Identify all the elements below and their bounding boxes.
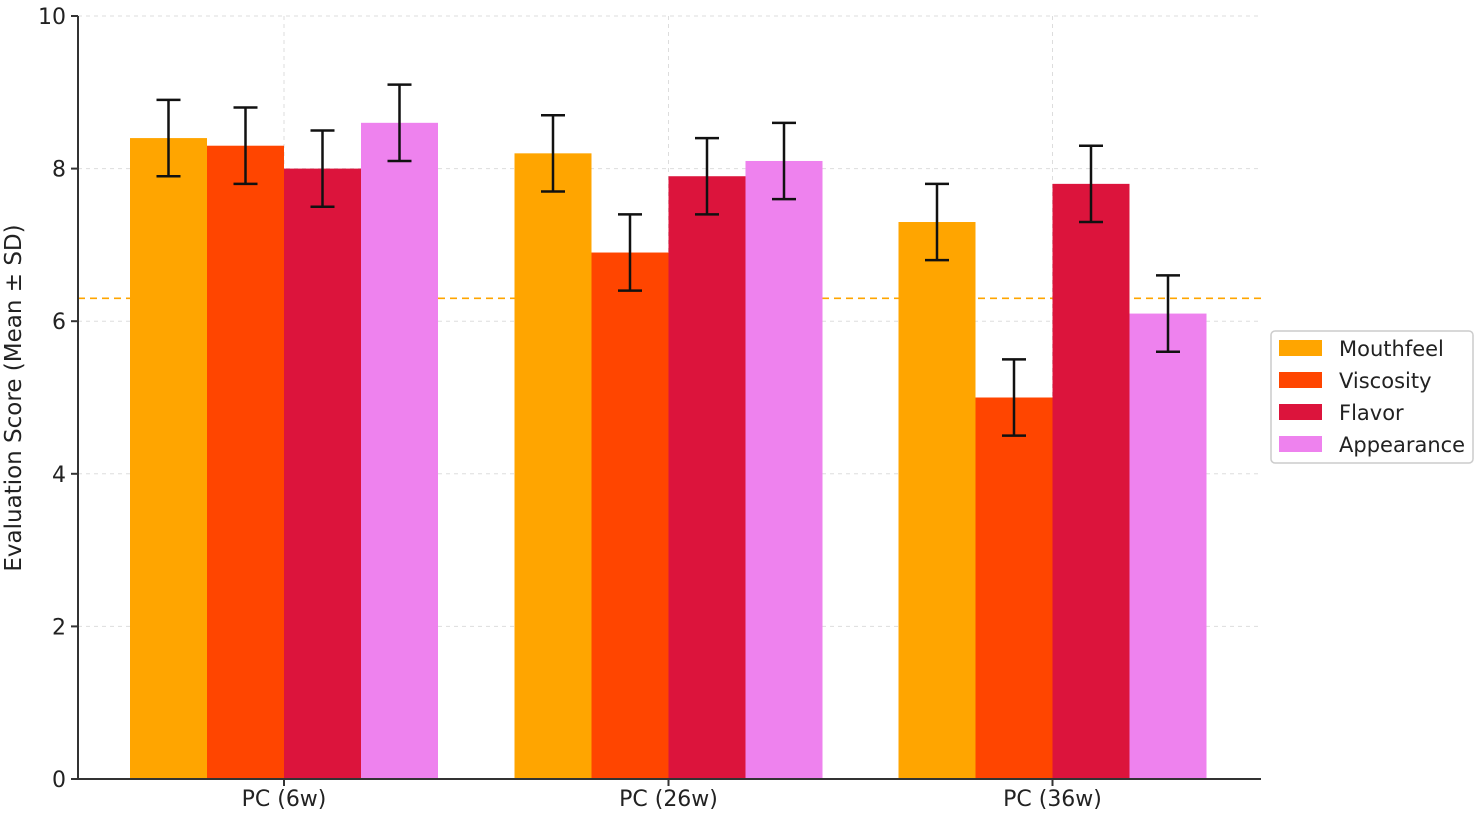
- legend-label: Mouthfeel: [1339, 337, 1444, 361]
- x-tick-label: PC (36w): [1003, 787, 1102, 812]
- legend-label: Flavor: [1339, 401, 1404, 425]
- y-tick-label: 6: [52, 310, 66, 335]
- legend-swatch: [1279, 404, 1322, 420]
- bar: [975, 397, 1053, 779]
- legend-swatch: [1279, 340, 1322, 356]
- legend-label: Viscosity: [1339, 369, 1432, 393]
- bar: [591, 252, 669, 779]
- y-tick-label: 8: [52, 158, 66, 183]
- bar: [130, 138, 207, 779]
- x-tick-label: PC (26w): [619, 787, 718, 812]
- bar: [361, 122, 438, 779]
- bar: [745, 160, 823, 780]
- error-bars: [156, 83, 1180, 437]
- bar: [1129, 313, 1207, 779]
- legend-label: Appearance: [1339, 433, 1465, 457]
- bar: [284, 168, 361, 780]
- legend: Mouthfeel Viscosity Flavor Appearance: [1270, 330, 1474, 464]
- y-tick-label: 2: [52, 615, 66, 640]
- bar: [668, 176, 746, 780]
- y-tick-label: 10: [38, 5, 66, 30]
- y-tick-label: 0: [52, 768, 66, 793]
- bar: [207, 145, 284, 779]
- legend-box: [1270, 330, 1474, 464]
- bar: [898, 222, 976, 779]
- y-axis-title: Evaluation Score (Mean ± SD): [1, 224, 27, 571]
- bars: [130, 122, 1207, 780]
- x-tick-label: PC (6w): [242, 787, 327, 812]
- bar: [514, 153, 592, 780]
- x-ticks: PC (6w) PC (26w) PC (36w): [242, 779, 1102, 812]
- legend-swatch: [1279, 372, 1322, 388]
- bar: [1052, 183, 1130, 780]
- y-tick-label: 4: [52, 463, 66, 488]
- legend-swatch: [1279, 436, 1322, 452]
- y-ticks: 0 2 4 6 8 10: [38, 5, 78, 793]
